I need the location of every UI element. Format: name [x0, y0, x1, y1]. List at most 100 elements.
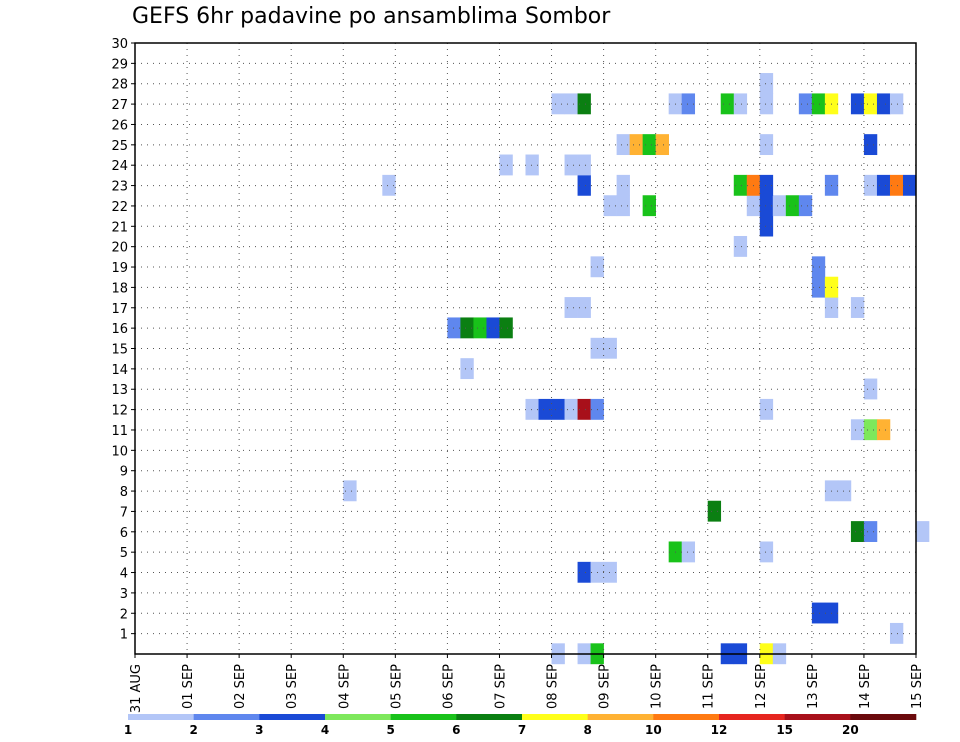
heatmap-cell: [811, 276, 826, 298]
heatmap-cell: [707, 500, 722, 522]
heatmap-cell: [733, 174, 748, 196]
heatmap-cell: [447, 317, 461, 339]
x-tick-label: 15 SEP: [910, 664, 925, 709]
heatmap-cell: [551, 398, 565, 420]
heatmap-cell: [343, 480, 357, 502]
heatmap-cell: [564, 93, 578, 115]
heatmap-cell: [733, 235, 748, 257]
y-tick-label: 11: [111, 424, 128, 439]
y-tick-label: 24: [111, 159, 128, 174]
x-tick-label: 04 SEP: [337, 664, 352, 709]
heatmap-cell: [616, 195, 630, 217]
y-tick-label: 19: [111, 261, 128, 276]
legend-swatch: [522, 714, 588, 720]
y-tick-label: 18: [111, 281, 128, 296]
heatmap-cell: [759, 195, 774, 217]
x-tick-label: 11 SEP: [702, 664, 717, 709]
heatmap-cell: [681, 93, 696, 115]
y-tick-label: 6: [120, 526, 128, 541]
legend-label: 2: [189, 723, 197, 737]
heatmap-cell: [863, 174, 878, 196]
heatmap-cell: [525, 154, 539, 176]
y-tick-label: 21: [111, 220, 128, 235]
y-tick-label: 15: [111, 343, 128, 358]
heatmap-cell: [460, 358, 474, 380]
x-tick-label: 08 SEP: [546, 664, 561, 709]
heatmap-cell: [889, 174, 904, 196]
heatmap-cell: [759, 215, 774, 237]
y-tick-label: 17: [111, 302, 128, 317]
heatmap-cell: [616, 174, 630, 196]
heatmap-cell: [759, 134, 774, 156]
heatmap-cell: [889, 93, 904, 115]
heatmap-cell: [577, 297, 591, 318]
y-tick-label: 9: [120, 465, 128, 480]
legend-label: 1: [124, 723, 132, 737]
y-tick-label: 30: [111, 37, 128, 52]
heatmap-cell: [811, 93, 826, 115]
legend-label: 12: [711, 723, 728, 737]
heatmap-cell: [564, 297, 578, 318]
chart-title: GEFS 6hr padavine po ansamblima Sombor: [132, 4, 611, 29]
y-tick-label: 23: [111, 180, 128, 195]
legend-label: 6: [452, 723, 460, 737]
heatmap-cell: [850, 419, 865, 441]
y-tick-label: 28: [111, 78, 128, 93]
y-tick-label: 27: [111, 98, 128, 113]
heatmap-cell: [603, 195, 617, 217]
y-tick-label: 13: [111, 383, 128, 398]
heatmap-cell: [551, 93, 565, 115]
heatmap-cell: [577, 561, 591, 583]
heatmap-cell: [759, 73, 774, 94]
legend-layer: 1 2 3 4 5 6 7 8 10 12 15 20: [124, 714, 917, 737]
x-tick-label: 01 SEP: [181, 664, 196, 709]
x-tick-label: 14 SEP: [858, 664, 873, 709]
heatmap-cell: [759, 93, 774, 115]
heatmap-cell: [798, 195, 813, 217]
legend-swatch: [325, 714, 391, 720]
heatmap-cell: [577, 174, 591, 196]
heatmap-cell: [876, 419, 891, 441]
y-tick-label: 2: [120, 607, 128, 622]
legend-swatch: [259, 714, 326, 720]
legend-label: 8: [583, 723, 591, 737]
y-tick-label: 1: [120, 628, 128, 643]
legend-swatch: [390, 714, 457, 720]
legend-swatch: [850, 714, 917, 720]
grid-layer: [135, 43, 916, 654]
legend-label: 7: [518, 723, 526, 737]
legend-label: 10: [645, 723, 662, 737]
heatmap-cell: [460, 317, 474, 339]
heatmap-cell: [837, 480, 852, 502]
heatmap-cell: [850, 93, 865, 115]
x-tick-label: 31 AUG: [129, 664, 144, 713]
heatmap-cell: [733, 93, 748, 115]
heatmap-cell: [916, 521, 930, 542]
heatmap-cell: [785, 195, 800, 217]
heatmap-cell: [850, 521, 865, 542]
heatmap-cell: [473, 317, 487, 339]
y-tick-label: 22: [111, 200, 128, 215]
y-tick-label: 8: [120, 485, 128, 500]
heatmap-cell: [863, 419, 878, 441]
y-tick-label: 3: [120, 587, 128, 602]
legend-label: 4: [321, 723, 329, 737]
heatmap-cell: [772, 195, 787, 217]
heatmap-cell: [486, 317, 500, 339]
x-tick-label: 12 SEP: [754, 664, 769, 709]
y-tick-label: 7: [120, 505, 128, 520]
heatmap-cell: [811, 256, 826, 278]
heatmap-cell: [564, 398, 578, 420]
heatmap-cell: [876, 93, 891, 115]
heatmap-cell: [720, 93, 735, 115]
heatmap-cell: [616, 134, 630, 156]
axes-layer: 1234567891011121314151617181920212223242…: [111, 37, 925, 713]
heatmap-cell: [876, 174, 891, 196]
heatmap-cell: [811, 602, 826, 624]
y-tick-label: 4: [120, 567, 128, 582]
x-tick-label: 13 SEP: [806, 664, 821, 709]
legend-swatch: [128, 714, 194, 720]
heatmap-cell: [655, 134, 669, 156]
heatmap-cell: [863, 93, 878, 115]
